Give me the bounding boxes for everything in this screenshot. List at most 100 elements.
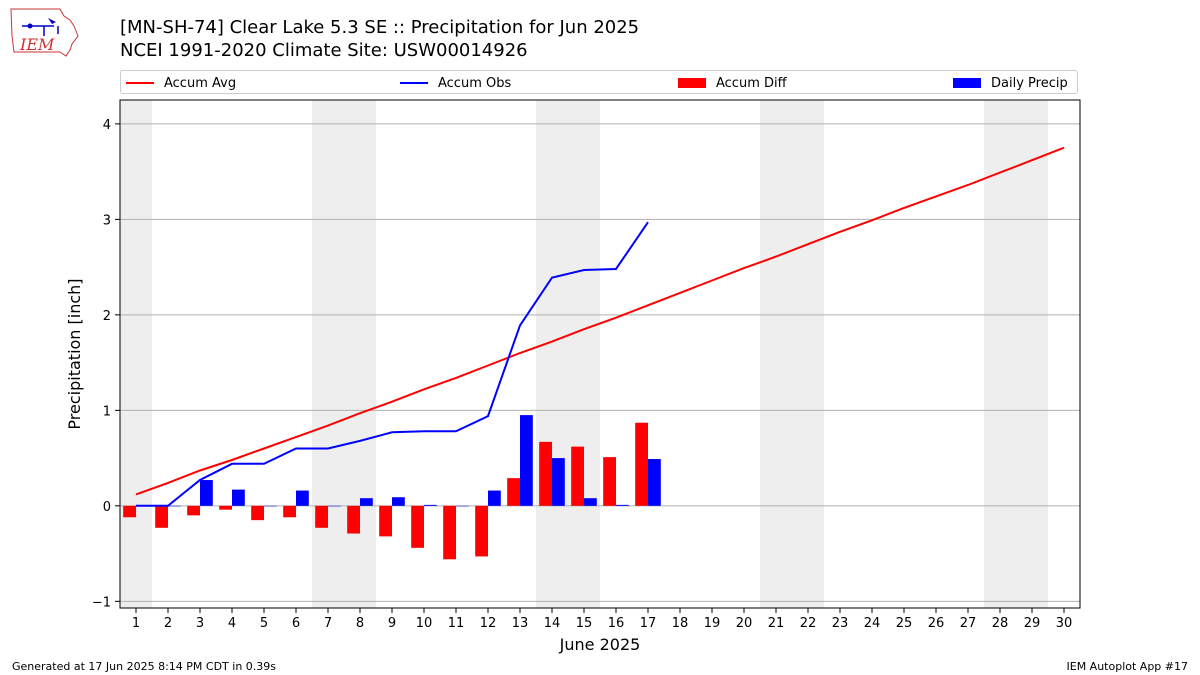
- weekend-band: [1016, 100, 1048, 608]
- accum-diff-bar: [411, 505, 424, 548]
- daily-precip-bar: [584, 498, 597, 506]
- accum-diff-bar: [603, 457, 616, 506]
- plot-frame: [119, 99, 1081, 609]
- x-tick-label: 9: [388, 616, 396, 631]
- x-tick-label: 2: [164, 616, 172, 631]
- legend-swatch-accum-obs: [400, 82, 428, 84]
- footer-app: IEM Autoplot App #17: [1066, 660, 1189, 673]
- legend-label-accum-diff: Accum Diff: [716, 75, 787, 91]
- x-tick-label: 23: [832, 616, 849, 631]
- x-tick-label: 26: [928, 616, 945, 631]
- x-tick-label: 1: [132, 616, 140, 631]
- x-axis-label: June 2025: [559, 635, 641, 654]
- accum-avg-line: [135, 146, 1065, 496]
- accum-diff-bar: [539, 441, 552, 506]
- daily-precip-bar: [296, 490, 309, 506]
- legend-label-accum-obs: Accum Obs: [438, 75, 512, 91]
- weekend-band: [568, 100, 600, 608]
- daily-precip-bar: [328, 505, 341, 507]
- x-tick-label: 21: [768, 616, 785, 631]
- daily-precip-bar: [616, 504, 629, 506]
- iem-logo: IEM: [10, 8, 79, 57]
- daily-precip-bar: [264, 505, 277, 507]
- legend-label-daily-precip: Daily Precip: [991, 75, 1068, 91]
- legend-item-accum-avg: Accum Avg: [126, 74, 236, 92]
- y-ticks-group: −1 0 1 2 3 4: [92, 118, 120, 610]
- lines-group: [135, 146, 1065, 507]
- weekend-band: [792, 100, 824, 608]
- x-tick-label: 5: [260, 616, 268, 631]
- y-tick-label: 3: [103, 213, 111, 228]
- x-tick-label: 30: [1056, 616, 1073, 631]
- daily-precip-bar: [520, 415, 533, 506]
- daily-precip-bar: [648, 459, 661, 506]
- x-tick-label: 29: [1024, 616, 1041, 631]
- weekend-band: [312, 100, 344, 608]
- x-tick-label: 27: [960, 616, 977, 631]
- gridlines-group: [120, 123, 1080, 602]
- x-tick-label: 20: [736, 616, 753, 631]
- x-tick-label: 25: [896, 616, 913, 631]
- x-tick-label: 18: [672, 616, 689, 631]
- daily-precip-bar: [424, 504, 437, 506]
- x-tick-label: 16: [608, 616, 625, 631]
- weekend-band: [760, 100, 792, 608]
- legend: Accum Avg Accum Obs Accum Diff Daily Pre…: [120, 70, 1078, 94]
- weekend-band: [984, 100, 1016, 608]
- daily-precip-bar: [200, 480, 213, 506]
- legend-swatch-accum-avg: [126, 82, 154, 84]
- daily-precip-bar: [168, 505, 181, 507]
- x-tick-label: 8: [356, 616, 364, 631]
- accum-diff-bar: [251, 505, 264, 521]
- accum-diff-bar: [379, 505, 392, 537]
- legend-swatch-daily-precip: [953, 78, 981, 88]
- daily-precip-bar: [552, 458, 565, 506]
- accum-diff-bar: [507, 478, 520, 506]
- accum-diff-bar: [347, 505, 360, 534]
- accum-diff-bar: [219, 505, 232, 510]
- bars-group: [123, 415, 661, 560]
- x-tick-label: 4: [228, 616, 236, 631]
- daily-precip-bar: [232, 489, 245, 506]
- x-tick-label: 14: [544, 616, 561, 631]
- chart-title: [MN-SH-74] Clear Lake 5.3 SE :: Precipit…: [120, 17, 640, 38]
- y-tick-label: 0: [103, 500, 111, 515]
- footer-generated: Generated at 17 Jun 2025 8:14 PM CDT in …: [12, 660, 277, 673]
- x-tick-label: 13: [512, 616, 529, 631]
- accum-diff-bar: [635, 422, 648, 506]
- x-tick-label: 7: [324, 616, 332, 631]
- y-tick-label: 2: [103, 309, 111, 324]
- daily-precip-bar: [360, 498, 373, 506]
- y-tick-label: −1: [92, 595, 111, 610]
- legend-item-accum-obs: Accum Obs: [400, 74, 511, 92]
- x-tick-label: 6: [292, 616, 300, 631]
- x-tick-label: 22: [800, 616, 817, 631]
- daily-precip-bar: [488, 490, 501, 506]
- daily-precip-bar: [456, 505, 469, 507]
- weekend-shading-group: [120, 100, 1048, 608]
- accum-diff-bar: [315, 505, 328, 528]
- accum-diff-bar: [123, 505, 136, 518]
- accum-obs-line: [136, 221, 649, 507]
- y-tick-label: 1: [103, 404, 111, 419]
- x-tick-label: 12: [480, 616, 497, 631]
- legend-label-accum-avg: Accum Avg: [164, 75, 237, 91]
- accum-diff-bar: [187, 505, 200, 516]
- accum-diff-bar: [475, 505, 488, 557]
- weekend-band: [536, 100, 568, 608]
- chart-subtitle: NCEI 1991-2020 Climate Site: USW00014926: [120, 40, 528, 61]
- y-tick-label: 4: [103, 118, 111, 133]
- x-tick-label: 11: [448, 616, 465, 631]
- accum-diff-bar: [571, 446, 584, 506]
- accum-diff-bar: [155, 505, 168, 528]
- x-tick-label: 24: [864, 616, 881, 631]
- x-ticks-group: 1 2 3 4 5 6 7 8 9 10 11 12 13 14 15 16 17 18 19 20 21 22 23 24 2…: [132, 608, 1072, 631]
- daily-precip-bar: [392, 497, 405, 506]
- x-tick-label: 15: [576, 616, 593, 631]
- logo-text: IEM: [19, 35, 55, 54]
- legend-item-accum-diff: Accum Diff: [678, 74, 787, 92]
- x-tick-label: 3: [196, 616, 204, 631]
- y-axis-label: Precipitation [inch]: [65, 278, 84, 429]
- accum-diff-bar: [283, 505, 296, 518]
